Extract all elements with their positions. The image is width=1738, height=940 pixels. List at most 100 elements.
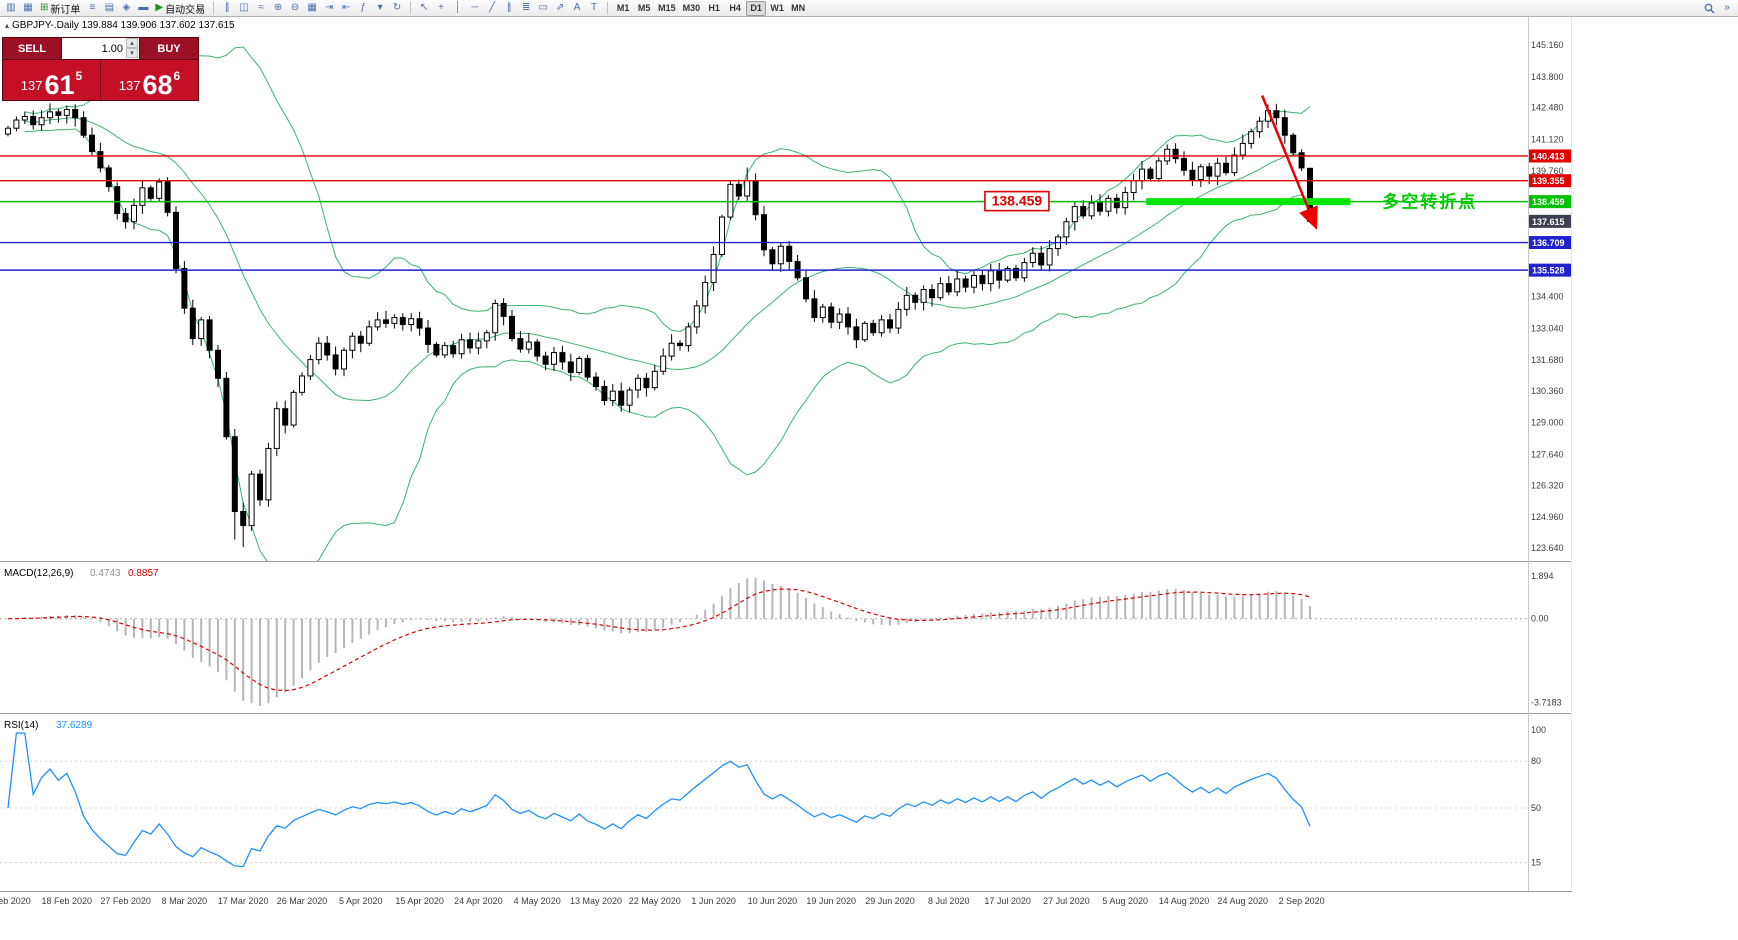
candlestick-chart-icon-button[interactable]: ◫ [236,1,252,16]
line-chart-icon: ≈ [258,2,264,13]
date-label: 13 May 2020 [570,896,622,906]
sell-button[interactable]: SELL [3,38,61,59]
date-axis[interactable]: 9 Feb 2020 18 Feb 2020 27 Feb 2020 8 Mar 20… [0,896,1325,906]
text-label-icon-button[interactable]: T [586,1,602,16]
new-order-button[interactable]: ⊞ 新订单 [37,1,83,16]
timeframe-mn-button[interactable]: MN [788,1,808,16]
collapse-arrow-icon[interactable]: ▴ [5,21,10,30]
bar-chart-icon-button[interactable]: ∥ [219,1,235,16]
svg-text:134.400: 134.400 [1531,292,1564,302]
svg-text:133.040: 133.040 [1531,323,1564,333]
horizontal-line-icon-button[interactable]: ─ [467,1,483,16]
sell-price-button[interactable]: 137 61 5 [3,60,100,100]
buy-price-button[interactable]: 137 68 6 [100,60,198,100]
timeframe-m1-button[interactable]: M1 [613,1,633,16]
timeframe-m15-button[interactable]: M15 [655,1,679,16]
svg-text:129.000: 129.000 [1531,418,1564,428]
volume-input[interactable] [62,42,139,55]
price-callout-box[interactable] [984,190,1050,212]
autotrading-label: 自动交易 [165,4,206,16]
rsi-axis[interactable]: 100 80 50 15 [1531,725,1546,868]
price-line-label-140.413-box [1529,149,1571,163]
timeframe-w1-button[interactable]: W1 [767,1,787,16]
volume-stepper: ▴ ▾ [126,38,138,58]
price-line-label-136.709-box [1529,236,1571,250]
equidistant-channel-icon-button[interactable]: ∥ [501,1,517,16]
macd-axis[interactable]: 1.894 0.00 -3.7183 [1531,571,1562,708]
data-window-icon-button[interactable]: ▤ [101,1,117,16]
chart-profiles-icon-button[interactable]: ▦ [20,1,36,16]
line-chart-icon-button[interactable]: ≈ [253,1,269,16]
trend-arrow[interactable] [1260,95,1318,230]
autotrading-button[interactable]: ▶ 自动交易 [152,1,208,16]
indicators-list-icon-button[interactable]: ▾ [372,1,388,16]
rsi-value: 37.6289 [56,720,93,731]
zoom-out-icon-button[interactable]: ⊖ [287,1,303,16]
crosshair-icon-button[interactable]: + [433,1,449,16]
new-chart-icon-button[interactable]: ▥ [3,1,19,16]
svg-text:141.120: 141.120 [1531,134,1564,144]
market-watch-icon-button[interactable]: ≡ [84,1,100,16]
vertical-line-icon-button[interactable]: │ [450,1,466,16]
svg-text:0.00: 0.00 [1531,614,1549,624]
timeframe-h4-button[interactable]: H4 [725,1,745,16]
timeframe-m5-button[interactable]: M5 [634,1,654,16]
volume-up-icon[interactable]: ▴ [126,38,138,48]
horizontal-lines [0,155,1528,271]
svg-text:143.800: 143.800 [1531,72,1564,82]
timeframe-m30-button[interactable]: M30 [680,1,704,16]
symbol-info: ▴ GBPJPY-.Daily 139.884 139.906 137.602 1… [5,20,235,31]
toolbar-timeframes-group: M1 M5 M15 M30 H1 H4 D1 W1 MN [613,0,808,16]
date-label: 24 Apr 2020 [454,896,503,906]
chart-shift-icon-button[interactable]: ⇤ [338,1,354,16]
arrows-icon-button[interactable]: ⇗ [552,1,568,16]
fibonacci-icon: ≣ [521,2,531,13]
new-order-label: 新订单 [50,4,81,16]
date-label: 8 Jul 2020 [928,896,970,906]
date-label: 5 Aug 2020 [1102,896,1148,906]
zoom-in-icon-button[interactable]: ⊕ [270,1,286,16]
terminal-icon-button[interactable]: ▬ [135,1,151,16]
arrows-icon: ⇗ [555,2,565,13]
shapes-icon-button[interactable]: ▭ [535,1,551,16]
period-cycle-icon-button[interactable]: ↻ [389,1,405,16]
trade-controls-row: SELL ▴ ▾ BUY [3,38,198,60]
cursor-icon-button[interactable]: ↖ [416,1,432,16]
text-icon-button[interactable]: A [569,1,585,16]
buy-button[interactable]: BUY [140,38,198,59]
date-label: 26 Mar 2020 [277,896,328,906]
terminal-icon: ▬ [138,2,149,13]
svg-text:142.480: 142.480 [1531,103,1564,113]
volume-down-icon[interactable]: ▾ [126,48,138,58]
candlesticks [5,103,1313,548]
new-order-icon: ⊞ [40,2,49,13]
date-label: 4 May 2020 [514,896,561,906]
toolbar-separator [607,2,609,14]
trendline-icon-button[interactable]: ╱ [484,1,500,16]
toolbar-chart-group: ∥ ◫ ≈ ⊕ ⊖ ▦ ⇥ ⇤ ƒ ▾ ↻ [219,1,405,16]
timeframe-h1-button[interactable]: H1 [704,1,724,16]
price-axis[interactable]: 145.160 143.800 142.480 141.120 139.760 134.4… [1531,40,1564,553]
horizontal-line-icon: ─ [471,2,479,13]
rsi-indicator [0,732,1528,868]
auto-scroll-icon-button[interactable]: ⇥ [321,1,337,16]
navigator-icon: ◈ [122,2,131,13]
svg-text:130.360: 130.360 [1531,386,1564,396]
sell-price-sup: 5 [75,69,83,83]
turning-point-text[interactable]: 多空转折点 [1382,192,1477,212]
timeframe-d1-button[interactable]: D1 [746,0,767,16]
indicators-add-icon-button[interactable]: ƒ [355,1,371,16]
search-button[interactable] [1701,1,1718,16]
date-label: 2 Sep 2020 [1279,896,1325,906]
tile-windows-icon-button[interactable]: ▦ [304,1,320,16]
buy-price-sup: 6 [173,69,181,83]
toolbar-overflow-icon-button[interactable]: » [1719,1,1735,16]
date-label: 22 May 2020 [629,896,681,906]
fibonacci-icon-button[interactable]: ≣ [518,1,534,16]
cursor-icon: ↖ [419,2,429,13]
date-label: 8 Mar 2020 [162,896,208,906]
main-toolbar: ▥ ▦ ⊞ 新订单 ≡ ▤ ◈ ▬ ▶ 自动交易 ∥ ◫ ≈ ⊕ ⊖ ▦ ⇥ ⇤ ƒ ▾ ↻ ↖ + │ ─ ╱ ∥ ≣… [0,0,1738,17]
navigator-icon-button[interactable]: ◈ [118,1,134,16]
support-zone-bar[interactable] [1146,198,1351,206]
